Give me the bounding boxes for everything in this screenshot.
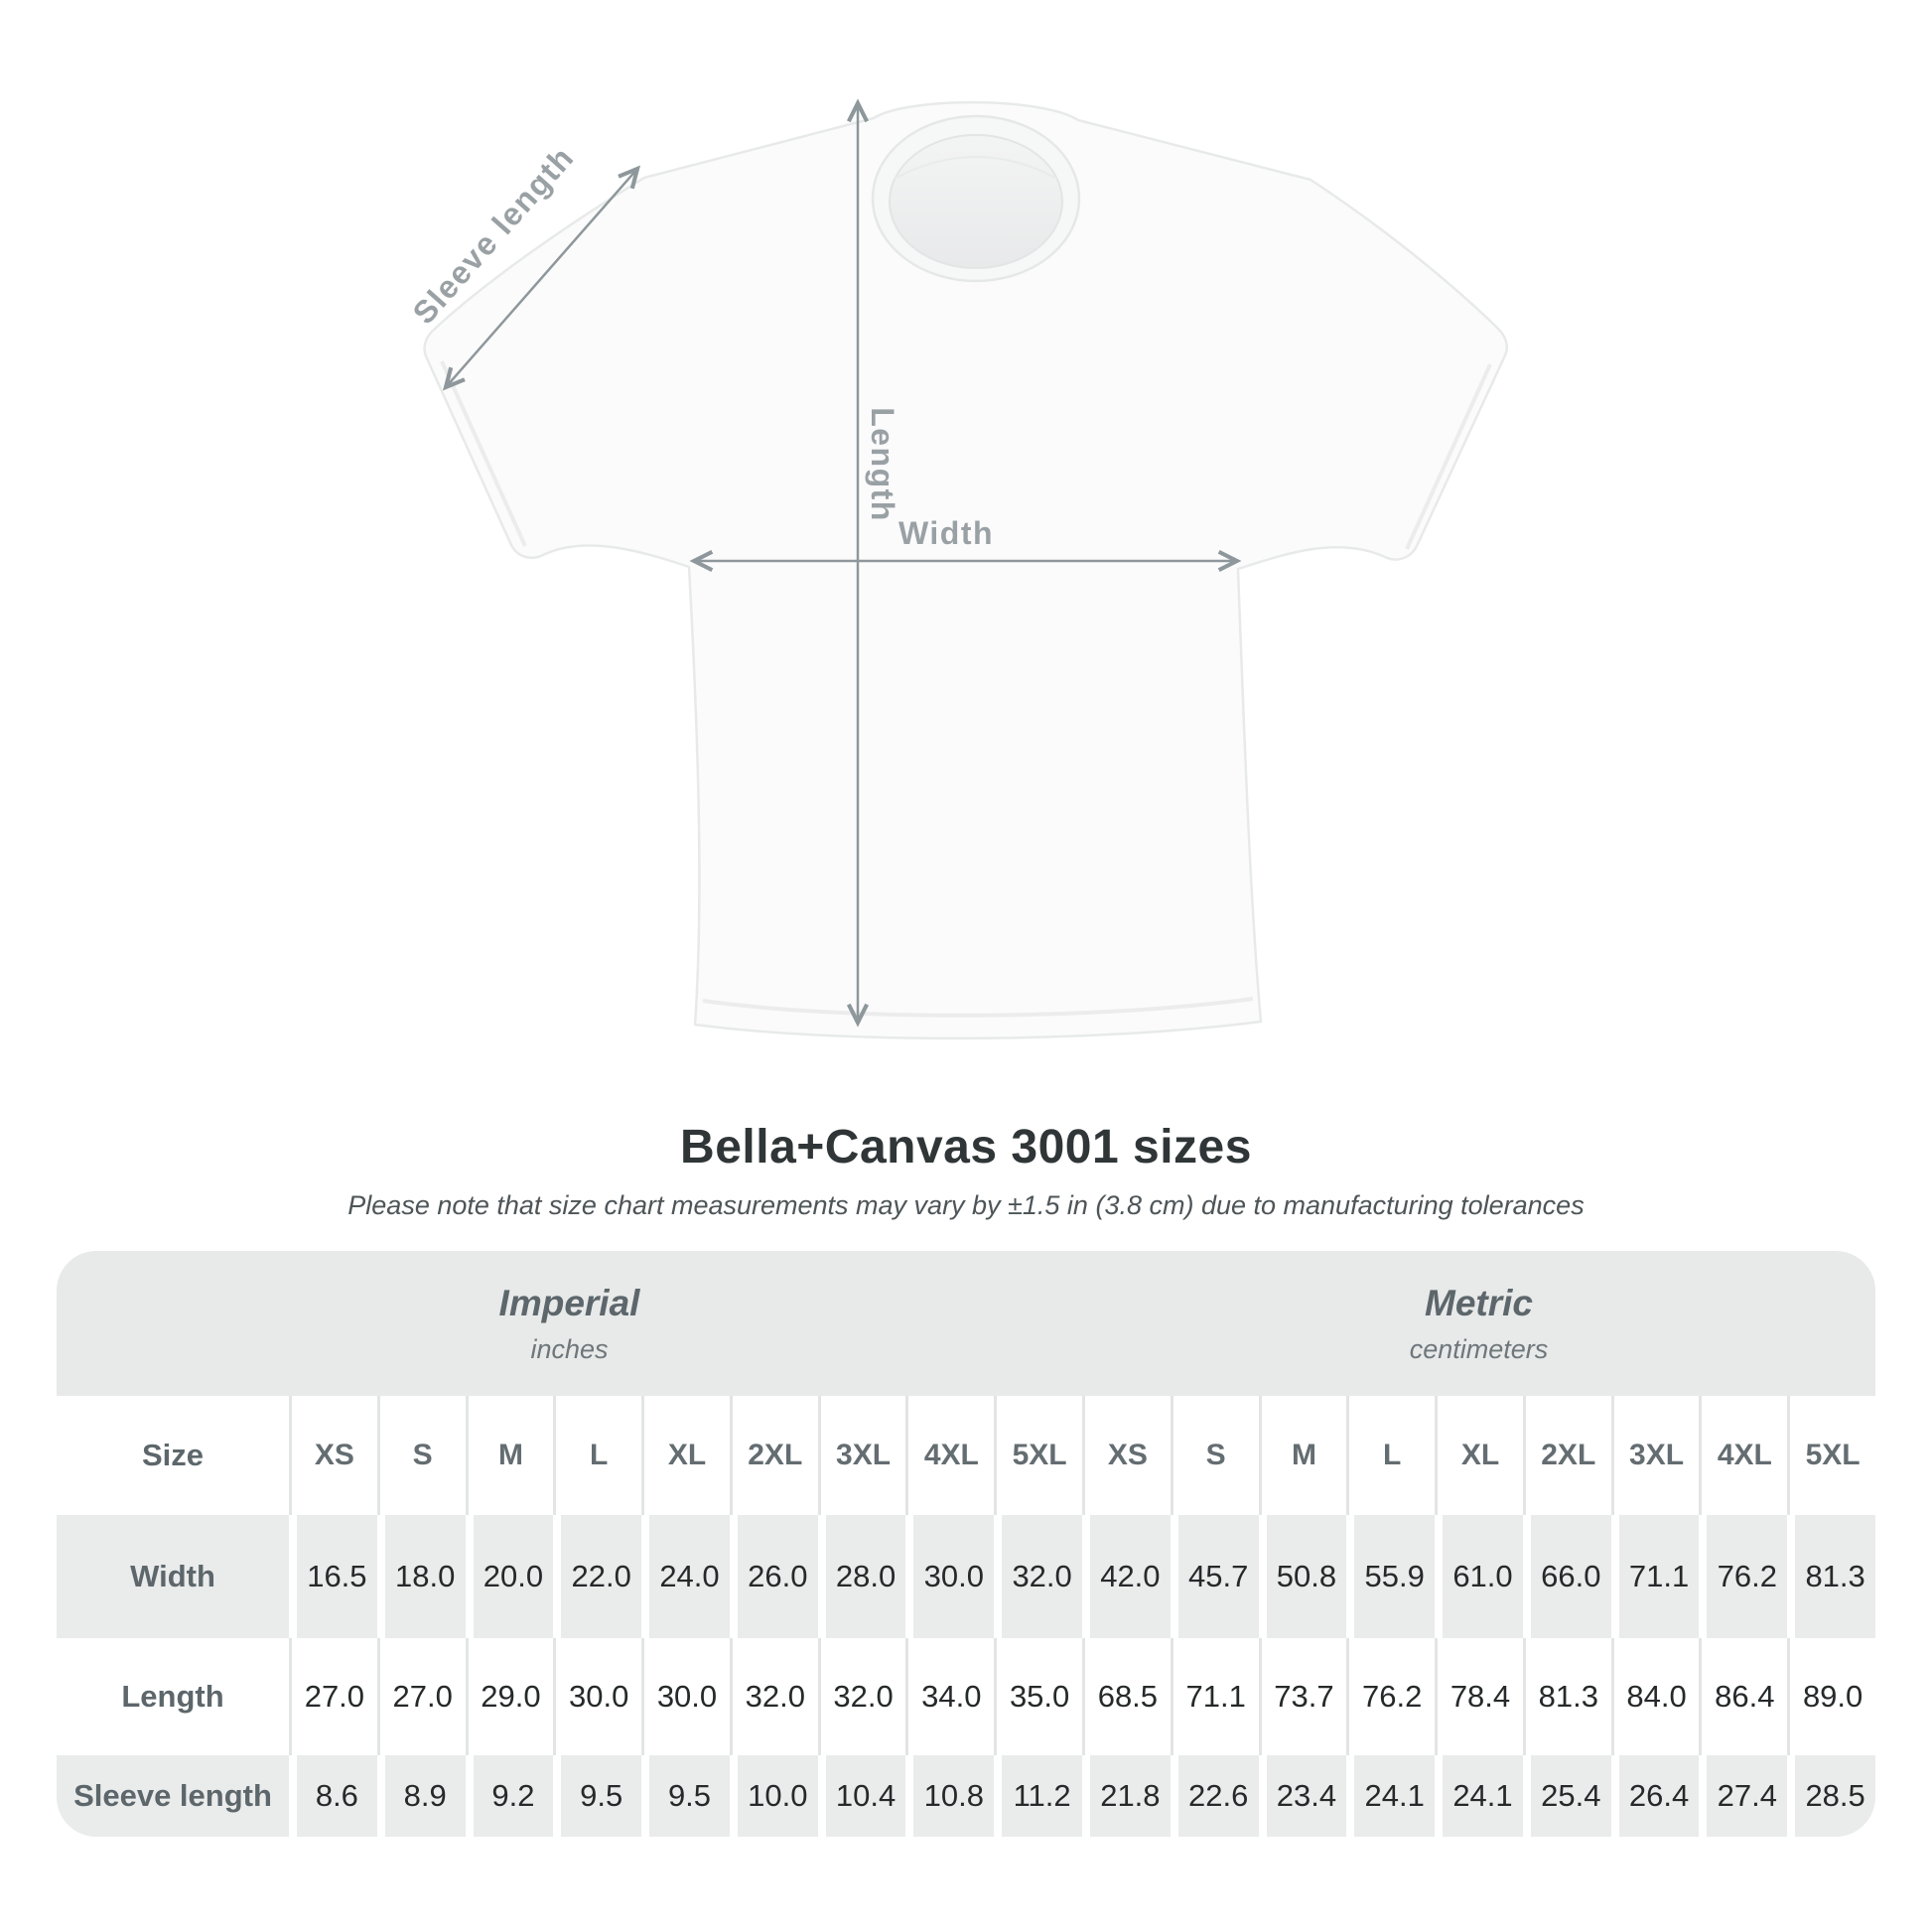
size-chart-table: Imperial inches Metric centimeters Size … [57,1251,1875,1837]
size-col-metric-m: M [1258,1396,1347,1515]
width-imperial-value: 22.0 [553,1515,642,1638]
tshirt-left-sleeve-hem [440,360,527,547]
width-metric-value: 55.9 [1346,1515,1436,1638]
size-col-metric-4xl: 4XL [1699,1396,1788,1515]
size-col-imperial-5xl: 5XL [994,1396,1082,1515]
size-col-metric-l: L [1346,1396,1436,1515]
length-metric-value: 73.7 [1258,1638,1347,1755]
length-metric-value: 86.4 [1699,1638,1788,1755]
width-metric-value: 50.8 [1258,1515,1347,1638]
length-metric-value: 71.1 [1170,1638,1259,1755]
size-col-imperial-s: S [376,1396,466,1515]
width-metric-value: 66.0 [1522,1515,1611,1638]
width-imperial-value: 26.0 [729,1515,818,1638]
length-metric-value: 68.5 [1082,1638,1171,1755]
row-label-sleeve-length: Sleeve length [57,1755,289,1837]
sleeve-metric-value: 23.4 [1258,1755,1347,1837]
tshirt-diagram-svg: Sleeve length Length Width [405,0,1508,1040]
tshirt-graphic [423,100,1508,1040]
length-imperial-value: 30.0 [553,1638,642,1755]
width-imperial-value: 30.0 [905,1515,995,1638]
length-metric-value: 78.4 [1435,1638,1523,1755]
imperial-label: Imperial [498,1282,640,1323]
length-label: Length [865,407,900,522]
size-col-imperial-xs: XS [289,1396,377,1515]
width-metric-value: 81.3 [1787,1515,1875,1638]
sleeve-length-arrow [446,169,637,387]
sleeve-metric-value: 27.4 [1699,1755,1788,1837]
length-metric-value: 84.0 [1610,1638,1700,1755]
tshirt-right-sleeve-hem [1405,363,1492,550]
size-col-metric-5xl: 5XL [1787,1396,1875,1515]
sleeve-imperial-value: 10.0 [729,1755,818,1837]
width-imperial-value: 32.0 [994,1515,1082,1638]
width-imperial-value: 28.0 [817,1515,906,1638]
size-col-metric-s: S [1170,1396,1259,1515]
width-metric-value: 76.2 [1699,1515,1788,1638]
length-imperial-value: 27.0 [376,1638,466,1755]
measurement-arrows [446,103,1237,1023]
sleeve-metric-value: 25.4 [1522,1755,1611,1837]
length-imperial-value: 34.0 [905,1638,995,1755]
length-imperial-value: 35.0 [994,1638,1082,1755]
row-label-width: Width [57,1515,289,1638]
sleeve-metric-value: 21.8 [1082,1755,1171,1837]
imperial-unit: inches [530,1333,609,1364]
sleeve-metric-value: 24.1 [1346,1755,1436,1837]
length-metric-value: 89.0 [1787,1638,1875,1755]
tshirt-backneck-seam [894,156,1058,180]
size-col-imperial-3xl: 3XL [817,1396,906,1515]
sleeve-metric-value: 22.6 [1170,1755,1259,1837]
metric-label: Metric [1425,1282,1533,1323]
sleeve-imperial-value: 9.5 [641,1755,730,1837]
size-col-imperial-xl: XL [641,1396,730,1515]
sleeve-imperial-value: 8.6 [289,1755,377,1837]
width-metric-value: 45.7 [1170,1515,1259,1638]
width-metric-value: 71.1 [1610,1515,1700,1638]
size-col-imperial-2xl: 2XL [729,1396,818,1515]
sleeve-metric-value: 26.4 [1610,1755,1700,1837]
sleeve-imperial-value: 9.2 [465,1755,554,1837]
length-metric-value: 76.2 [1346,1638,1436,1755]
size-col-imperial-4xl: 4XL [905,1396,995,1515]
width-metric-value: 42.0 [1082,1515,1171,1638]
page-title: Bella+Canvas 3001 sizes [680,1121,1252,1173]
length-imperial-value: 32.0 [817,1638,906,1755]
metric-unit: centimeters [1409,1333,1549,1364]
size-col-metric-xl: XL [1435,1396,1523,1515]
sleeve-imperial-value: 10.4 [817,1755,906,1837]
tshirt-diagram: Sleeve length Length Width [405,0,1508,1040]
page-subtitle: Please note that size chart measurements… [347,1190,1585,1220]
tshirt-bottom-hem-seam [702,997,1254,1018]
size-col-metric-3xl: 3XL [1610,1396,1700,1515]
sleeve-metric-value: 28.5 [1787,1755,1875,1837]
length-imperial-value: 32.0 [729,1638,818,1755]
width-imperial-value: 18.0 [376,1515,466,1638]
width-label: Width [898,515,994,551]
width-imperial-value: 20.0 [465,1515,554,1638]
row-label-length: Length [57,1638,289,1755]
sleeve-imperial-value: 9.5 [553,1755,642,1837]
width-imperial-value: 16.5 [289,1515,377,1638]
corner-header-size: Size [57,1396,289,1515]
sleeve-imperial-value: 11.2 [994,1755,1082,1837]
width-metric-value: 61.0 [1435,1515,1523,1638]
width-imperial-value: 24.0 [641,1515,730,1638]
sleeve-imperial-value: 10.8 [905,1755,995,1837]
section-header-imperial: Imperial inches [57,1251,1082,1396]
size-col-metric-xs: XS [1082,1396,1171,1515]
length-imperial-value: 27.0 [289,1638,377,1755]
length-imperial-value: 29.0 [465,1638,554,1755]
sleeve-metric-value: 24.1 [1435,1755,1523,1837]
size-col-imperial-m: M [465,1396,554,1515]
tshirt-collar-opening [889,134,1063,269]
length-imperial-value: 30.0 [641,1638,730,1755]
size-col-metric-2xl: 2XL [1522,1396,1611,1515]
size-col-imperial-l: L [553,1396,642,1515]
sleeve-imperial-value: 8.9 [376,1755,466,1837]
length-metric-value: 81.3 [1522,1638,1611,1755]
section-header-metric: Metric centimeters [1082,1251,1875,1396]
